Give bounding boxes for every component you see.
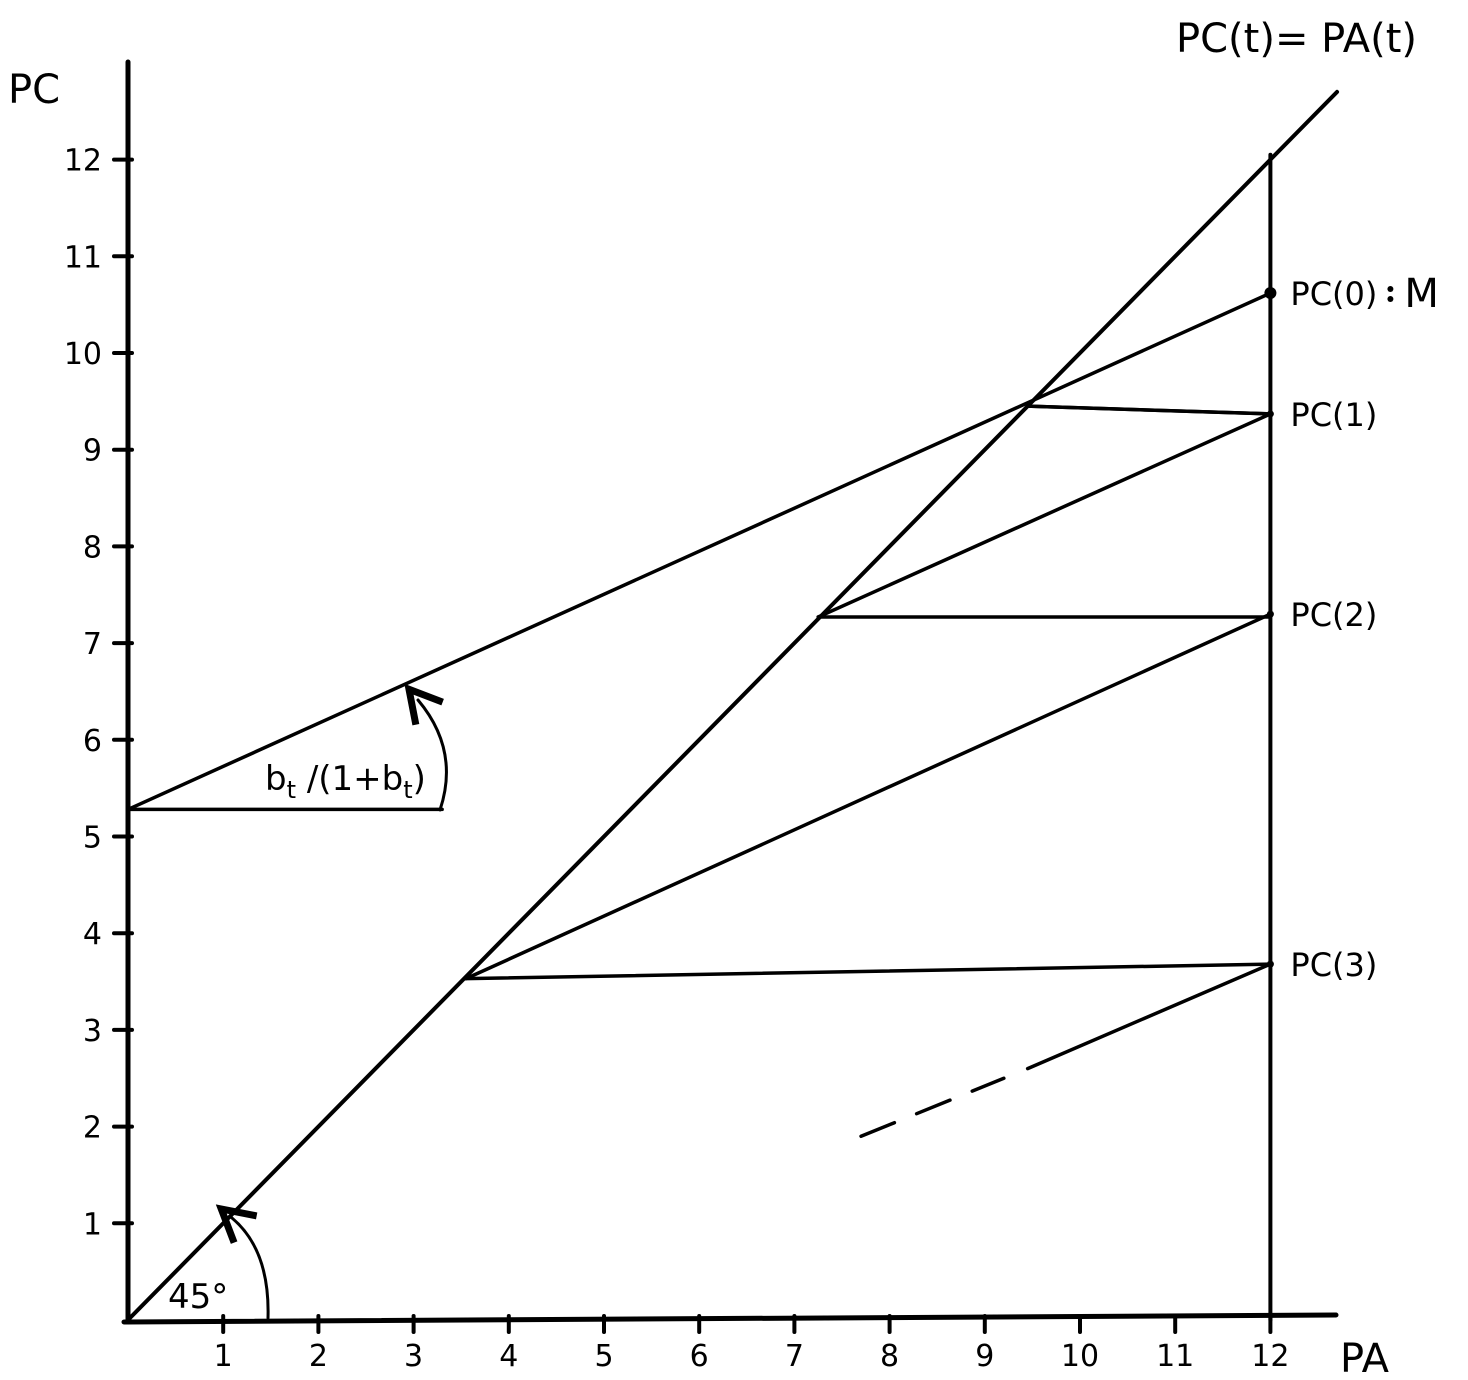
pc-point-label-text: PC(1) [1290,396,1377,434]
x-tick-label: 4 [499,1339,518,1374]
sloped-line [464,612,1273,981]
y-tick-label: 10 [64,337,102,372]
x-axis-title: PA [1340,1336,1390,1380]
slope-label-mid: /(1+b [296,759,403,799]
pc-point-label: PC(0) [1290,275,1377,313]
y-tick-label: 7 [83,627,102,662]
pc-point-label-text: PC(2) [1290,596,1377,634]
sloped-line [816,412,1273,619]
x-tick-label: 3 [404,1339,423,1374]
y-axis-title: PC [8,67,60,113]
y-tick-label: 3 [83,1014,102,1049]
slope-label-end: ) [413,759,426,799]
y-tick-label: 4 [83,917,102,952]
tail-line [1025,962,1273,1071]
y-tick-label: 11 [64,240,102,275]
pc0-separator-dot-bottom [1387,296,1394,303]
horizontal-line [1025,404,1273,416]
x-tick-label: 9 [975,1339,994,1374]
pc-point-label-text: PC(3) [1290,946,1377,984]
labels-layer: PC(0) M PC(1) PC(2) PC(3) [1264,271,1439,984]
pc-point [1266,610,1274,618]
pc-point [1264,287,1277,300]
pc-point-label: PC(2) [1290,596,1377,634]
pc-point-label: PC(3) [1290,946,1377,984]
angle-label: 45° [168,1277,228,1317]
angle-arc [232,1218,270,1320]
x-tick-label: 5 [594,1339,613,1374]
y-tick-label: 2 [83,1111,102,1146]
pc-point-label: PC(1) [1290,396,1377,434]
x-tick-label: 12 [1251,1339,1289,1374]
pc0-separator-dot-top [1387,286,1394,293]
y-tick-label: 9 [83,434,102,469]
slope-label: bt /(1+bt) [265,759,426,804]
x-tick-label: 6 [690,1339,709,1374]
pc0-extra-label: M [1404,271,1439,317]
diagonal-line [126,89,1340,1322]
lines-layer [126,89,1340,1322]
sloped-line [126,291,1273,812]
slope-label-sub1: t [287,776,296,804]
y-tick-label: 6 [83,724,102,759]
slope-label-sub2: t [403,776,412,804]
horizontal-line [464,962,1273,981]
diagonal-label: PC(t)= PA(t) [1176,16,1417,62]
dashed-tail-line [859,1076,1006,1139]
y-tick-label: 5 [83,821,102,856]
pc-point [1266,960,1274,968]
x-tick-label: 1 [214,1339,233,1374]
x-axis [121,1312,1339,1325]
x-tick-label: 11 [1156,1339,1194,1374]
x-tick-label: 10 [1061,1339,1099,1374]
x-tick-label: 8 [880,1339,899,1374]
y-tick-label: 8 [83,530,102,565]
x-tick-label: 7 [785,1339,804,1374]
slope-label-b: b [265,759,287,799]
x-tick-label: 2 [309,1339,328,1374]
y-tick-label: 1 [83,1207,102,1242]
pc-point [1266,410,1274,418]
y-tick-label: 12 [64,144,102,179]
slope-arrow [418,700,448,812]
pc-point-label-text: PC(0) [1290,275,1377,313]
